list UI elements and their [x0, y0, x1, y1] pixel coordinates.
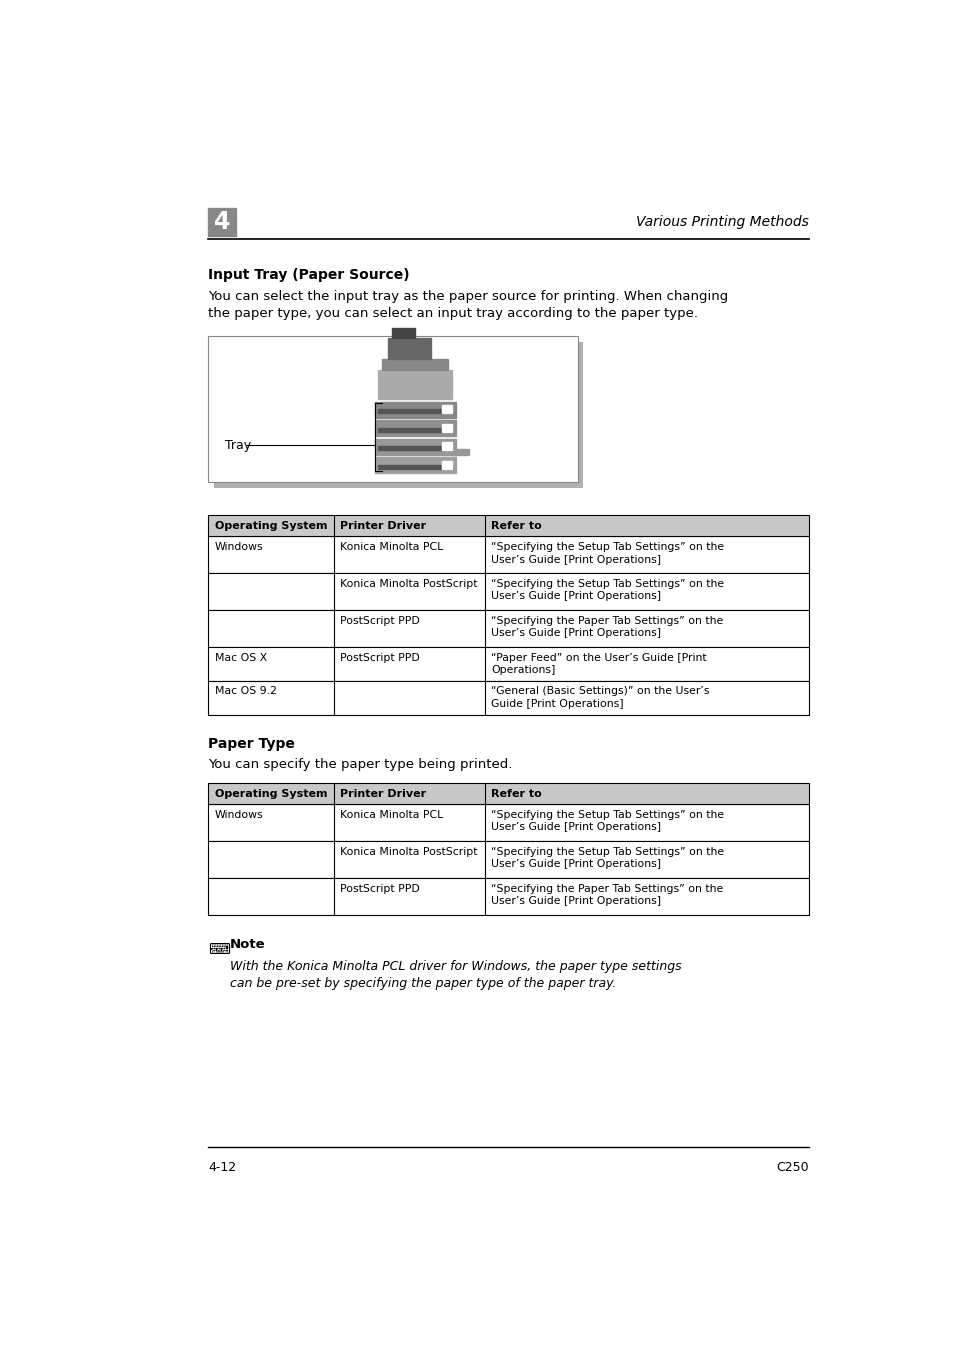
Bar — [375, 439, 456, 455]
Text: “Paper Feed” on the User’s Guide [Print
Operations]: “Paper Feed” on the User’s Guide [Print … — [491, 653, 706, 676]
Bar — [375, 457, 456, 473]
Bar — [378, 409, 452, 413]
Text: PostScript PPD: PostScript PPD — [340, 884, 419, 893]
Text: Input Tray (Paper Source): Input Tray (Paper Source) — [208, 269, 410, 282]
Bar — [208, 681, 808, 715]
Bar — [208, 208, 236, 236]
Text: Various Printing Methods: Various Printing Methods — [636, 215, 808, 230]
Bar — [441, 442, 452, 450]
Bar — [441, 424, 452, 431]
Text: 4: 4 — [213, 211, 231, 234]
Text: the paper type, you can select an input tray according to the paper type.: the paper type, you can select an input … — [208, 307, 698, 320]
Text: With the Konica Minolta PCL driver for Windows, the paper type settings: With the Konica Minolta PCL driver for W… — [230, 959, 681, 973]
Text: “Specifying the Setup Tab Settings” on the
User’s Guide [Print Operations]: “Specifying the Setup Tab Settings” on t… — [491, 847, 723, 870]
Text: “General (Basic Settings)” on the User’s
Guide [Print Operations]: “General (Basic Settings)” on the User’s… — [491, 686, 709, 709]
Text: Konica Minolta PostScript: Konica Minolta PostScript — [340, 578, 477, 589]
Text: Tray: Tray — [225, 439, 252, 453]
Text: 4-12: 4-12 — [208, 1161, 236, 1174]
Text: PostScript PPD: PostScript PPD — [340, 616, 419, 626]
Text: Refer to: Refer to — [491, 520, 541, 531]
Bar — [208, 336, 578, 482]
Text: Note: Note — [230, 939, 266, 951]
Text: can be pre-set by specifying the paper type of the paper tray.: can be pre-set by specifying the paper t… — [230, 977, 616, 990]
Bar — [208, 647, 808, 681]
Text: Mac OS X: Mac OS X — [214, 653, 267, 662]
Text: Konica Minolta PCL: Konica Minolta PCL — [340, 809, 443, 820]
Text: Konica Minolta PostScript: Konica Minolta PostScript — [340, 847, 477, 857]
Bar — [441, 405, 452, 413]
Bar — [451, 450, 468, 455]
Bar — [388, 338, 430, 359]
Text: Konica Minolta PCL: Konica Minolta PCL — [340, 542, 443, 551]
Text: …: … — [208, 939, 223, 954]
Bar — [378, 428, 452, 431]
Text: Windows: Windows — [214, 542, 263, 551]
Bar — [375, 401, 456, 417]
Bar — [378, 465, 452, 469]
Text: Printer Driver: Printer Driver — [340, 789, 426, 798]
Text: “Specifying the Setup Tab Settings” on the
User’s Guide [Print Operations]: “Specifying the Setup Tab Settings” on t… — [491, 809, 723, 832]
Text: PostScript PPD: PostScript PPD — [340, 653, 419, 662]
Text: “Specifying the Paper Tab Settings” on the
User’s Guide [Print Operations]: “Specifying the Paper Tab Settings” on t… — [491, 616, 722, 639]
Text: Windows: Windows — [214, 809, 263, 820]
Text: “Specifying the Setup Tab Settings” on the
User’s Guide [Print Operations]: “Specifying the Setup Tab Settings” on t… — [491, 542, 723, 565]
Bar — [208, 573, 808, 611]
Bar — [377, 370, 451, 400]
Text: You can select the input tray as the paper source for printing. When changing: You can select the input tray as the pap… — [208, 290, 728, 303]
Bar — [208, 842, 808, 878]
Bar — [208, 515, 808, 536]
Bar — [208, 804, 808, 842]
Text: “Specifying the Paper Tab Settings” on the
User’s Guide [Print Operations]: “Specifying the Paper Tab Settings” on t… — [491, 884, 722, 907]
Text: Paper Type: Paper Type — [208, 736, 294, 751]
Bar — [378, 446, 452, 450]
Bar — [213, 342, 582, 488]
Text: ⌨: ⌨ — [208, 942, 230, 957]
Bar — [208, 611, 808, 647]
Text: Mac OS 9.2: Mac OS 9.2 — [214, 686, 276, 697]
Text: “Specifying the Setup Tab Settings” on the
User’s Guide [Print Operations]: “Specifying the Setup Tab Settings” on t… — [491, 578, 723, 601]
Text: Operating System: Operating System — [214, 789, 327, 798]
Bar — [392, 328, 415, 338]
Bar — [208, 782, 808, 804]
Bar — [381, 359, 447, 370]
Text: Operating System: Operating System — [214, 520, 327, 531]
Text: C250: C250 — [776, 1161, 808, 1174]
Text: You can specify the paper type being printed.: You can specify the paper type being pri… — [208, 758, 512, 771]
Bar — [208, 536, 808, 573]
Bar — [208, 878, 808, 915]
Text: Refer to: Refer to — [491, 789, 541, 798]
Bar — [375, 420, 456, 436]
Text: Printer Driver: Printer Driver — [340, 520, 426, 531]
Bar — [441, 461, 452, 469]
